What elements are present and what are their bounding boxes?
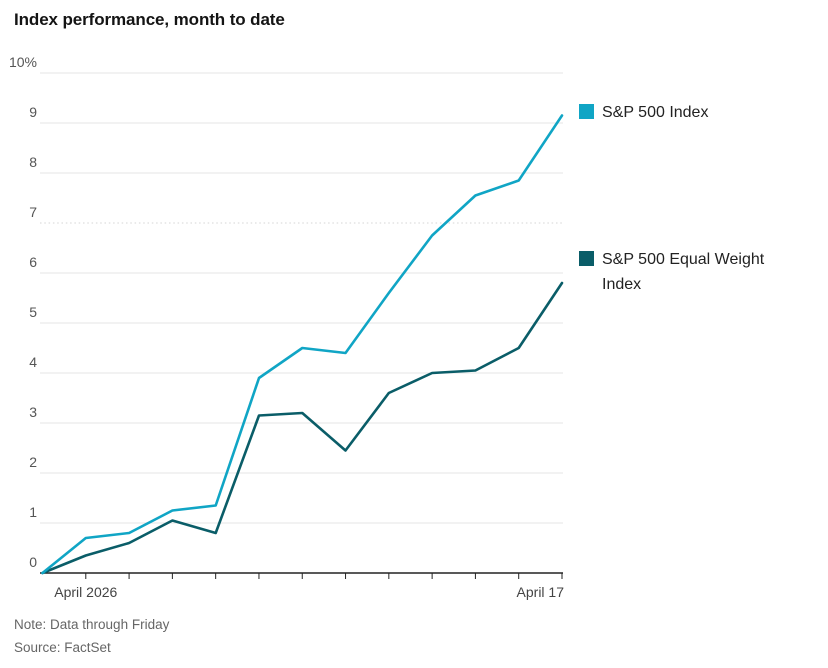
y-tick-label-7: 7 bbox=[29, 204, 37, 220]
x-axis-label-right: April 17 bbox=[517, 584, 565, 600]
legend-label-sp500: S&P 500 Index bbox=[602, 104, 709, 121]
legend-item-equal-weight: S&P 500 Equal Weight Index bbox=[579, 247, 800, 297]
chart-title: Index performance, month to date bbox=[14, 10, 285, 29]
y-tick-label-5: 5 bbox=[29, 304, 37, 320]
x-axis-label-left: April 2026 bbox=[54, 584, 117, 600]
y-tick-label-10: 10% bbox=[9, 54, 37, 70]
y-tick-label-6: 6 bbox=[29, 254, 37, 270]
y-tick-label-9: 9 bbox=[29, 104, 37, 120]
y-tick-label-0: 0 bbox=[29, 554, 37, 570]
series-line-s-p-500-index bbox=[41, 114, 564, 575]
y-tick-label-3: 3 bbox=[29, 404, 37, 420]
source-line: Source: FactSet bbox=[14, 640, 111, 655]
legend-swatch-equal-weight-icon bbox=[579, 251, 594, 266]
chart-footnotes: Note: Data through Friday Source: FactSe… bbox=[14, 613, 169, 659]
line-chart: 0 1 2 3 4 5 6 7 8 9 10% April 2026 April 17 bbox=[9, 54, 565, 600]
legend-label-equal-weight: S&P 500 Equal Weight Index bbox=[602, 251, 765, 293]
legend-item-sp500: S&P 500 Index bbox=[579, 100, 708, 125]
y-tick-label-2: 2 bbox=[29, 454, 37, 470]
chart-legend: S&P 500 Index S&P 500 Equal Weight Index bbox=[579, 0, 827, 400]
series-line-s-p-500-equal-weight-index bbox=[41, 281, 564, 575]
note-line: Note: Data through Friday bbox=[14, 617, 170, 632]
y-tick-label-4: 4 bbox=[29, 354, 37, 370]
y-tick-label-8: 8 bbox=[29, 154, 37, 170]
y-tick-label-1: 1 bbox=[29, 504, 37, 520]
legend-swatch-sp500-icon bbox=[579, 104, 594, 119]
